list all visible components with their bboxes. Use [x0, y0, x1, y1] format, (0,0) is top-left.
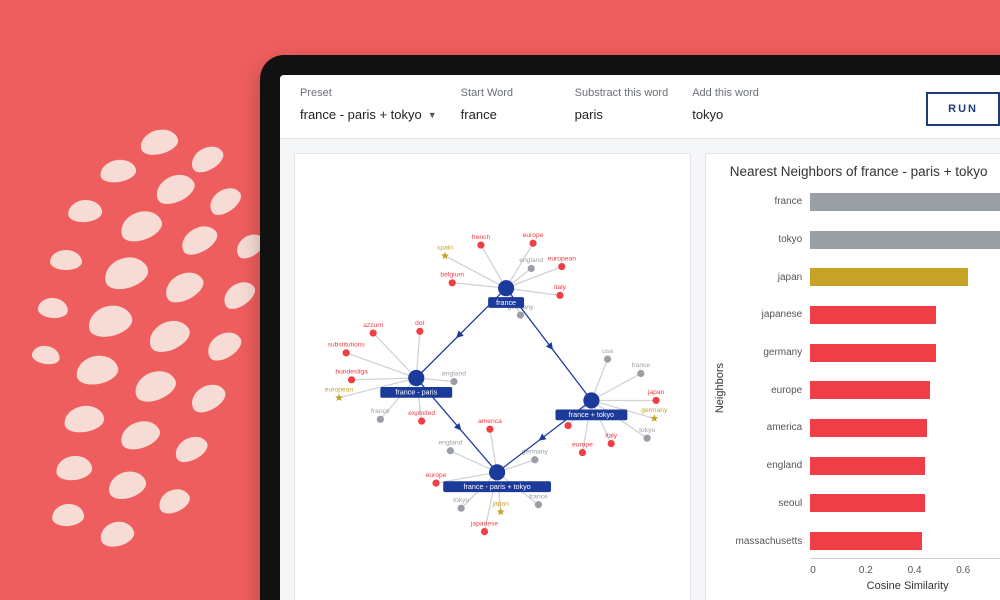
bar-label: japanese [728, 309, 806, 320]
svg-text:europe: europe [426, 472, 447, 479]
bar-label: massachusetts [728, 536, 806, 547]
svg-text:america: america [478, 418, 502, 425]
svg-text:substitutions: substitutions [328, 342, 366, 349]
svg-text:japan: japan [647, 389, 665, 396]
app-screen: Preset france - paris + tokyo ▼ Start Wo… [280, 75, 1000, 600]
svg-text:tokyo: tokyo [453, 497, 469, 504]
bar-fill [810, 494, 924, 512]
bar-row[interactable]: germany [728, 342, 1000, 364]
svg-text:european: european [548, 255, 577, 262]
chart-y-axis-title: Neighbors [712, 363, 728, 413]
svg-text:japan: japan [491, 501, 509, 508]
bar-label: france [728, 196, 806, 207]
run-button[interactable]: RUN [926, 92, 1000, 126]
svg-text:exploited: exploited [408, 410, 435, 417]
bar-row[interactable]: france [728, 191, 1000, 213]
bar-chart-panel: Nearest Neighbors of france - paris + to… [705, 153, 1000, 600]
svg-text:bundesliga: bundesliga [335, 369, 368, 376]
svg-text:european: european [325, 386, 354, 393]
bar-label: europe [728, 385, 806, 396]
start-word-value: france [461, 103, 551, 126]
bar-fill [810, 306, 935, 324]
svg-text:england: england [438, 439, 462, 446]
bar-fill [810, 193, 1000, 211]
toolbar: Preset france - paris + tokyo ▼ Start Wo… [280, 75, 1000, 139]
bar-label: japan [728, 272, 806, 283]
svg-text:usa: usa [602, 348, 613, 355]
svg-text:france: france [496, 299, 516, 307]
add-word-field[interactable]: Add this word tokyo [692, 87, 782, 126]
bar-label: england [728, 460, 806, 471]
preset-value: france - paris + tokyo [300, 103, 422, 126]
svg-text:dot: dot [415, 320, 424, 327]
bar-row[interactable]: massachusetts [728, 530, 1000, 552]
bar-label: seoul [728, 498, 806, 509]
bar-row[interactable]: england [728, 455, 1000, 477]
subtract-word-label: Substract this word [575, 87, 669, 99]
svg-text:england: england [442, 370, 466, 377]
svg-text:tokyo: tokyo [639, 427, 655, 434]
svg-text:french: french [472, 234, 491, 241]
start-word-label: Start Word [461, 87, 551, 99]
bar-fill [810, 231, 1000, 249]
chart-bars: france tokyo japan japanese germany europe ame… [728, 185, 1000, 558]
add-word-label: Add this word [692, 87, 782, 99]
bar-fill [810, 419, 927, 437]
svg-text:england: england [519, 257, 543, 264]
svg-text:france - paris: france - paris [395, 389, 437, 397]
chart-x-axis: 00.20.40.6 [810, 558, 1000, 576]
svg-text:france: france [631, 362, 650, 369]
laptop-frame: Preset france - paris + tokyo ▼ Start Wo… [260, 55, 1000, 600]
chevron-down-icon: ▼ [428, 110, 437, 120]
add-word-value: tokyo [692, 103, 782, 126]
bar-fill [810, 532, 922, 550]
svg-text:spain: spain [437, 245, 453, 252]
svg-text:germany: germany [522, 448, 549, 455]
svg-text:italy: italy [605, 432, 618, 439]
svg-text:europe: europe [572, 441, 593, 448]
svg-text:germany: germany [641, 407, 668, 414]
preset-label: Preset [300, 87, 437, 99]
bar-label: america [728, 422, 806, 433]
svg-text:belgium: belgium [440, 271, 464, 278]
bar-fill [810, 381, 930, 399]
svg-text:europe: europe [523, 232, 544, 239]
bar-fill [810, 344, 935, 362]
chart-title: Nearest Neighbors of france - paris + to… [712, 164, 1000, 179]
bar-row[interactable]: japan [728, 266, 1000, 288]
subtract-word-value: paris [575, 103, 669, 126]
network-graph[interactable]: french europe spain belgium england european i… [295, 154, 690, 600]
preset-field[interactable]: Preset france - paris + tokyo ▼ [300, 87, 437, 126]
bar-row[interactable]: tokyo [728, 229, 1000, 251]
bar-fill [810, 268, 968, 286]
svg-text:france: france [529, 493, 548, 500]
bar-label: tokyo [728, 234, 806, 245]
svg-text:france - paris + tokyo: france - paris + tokyo [464, 483, 531, 491]
network-panel: french europe spain belgium england european i… [294, 153, 691, 600]
svg-text:italy: italy [554, 284, 567, 291]
svg-text:france + tokyo: france + tokyo [569, 411, 614, 419]
bar-row[interactable]: seoul [728, 492, 1000, 514]
svg-text:azzurri: azzurri [363, 322, 384, 329]
subtract-word-field[interactable]: Substract this word paris [575, 87, 669, 126]
svg-text:france: france [371, 408, 390, 415]
start-word-field[interactable]: Start Word france [461, 87, 551, 126]
content-area: french europe spain belgium england european i… [280, 139, 1000, 600]
chart-x-axis-title: Cosine Similarity [810, 580, 1000, 592]
bar-row[interactable]: america [728, 417, 1000, 439]
bar-fill [810, 457, 924, 475]
svg-text:japanese: japanese [470, 520, 499, 527]
bar-row[interactable]: japanese [728, 304, 1000, 326]
bar-label: germany [728, 347, 806, 358]
bar-row[interactable]: europe [728, 379, 1000, 401]
